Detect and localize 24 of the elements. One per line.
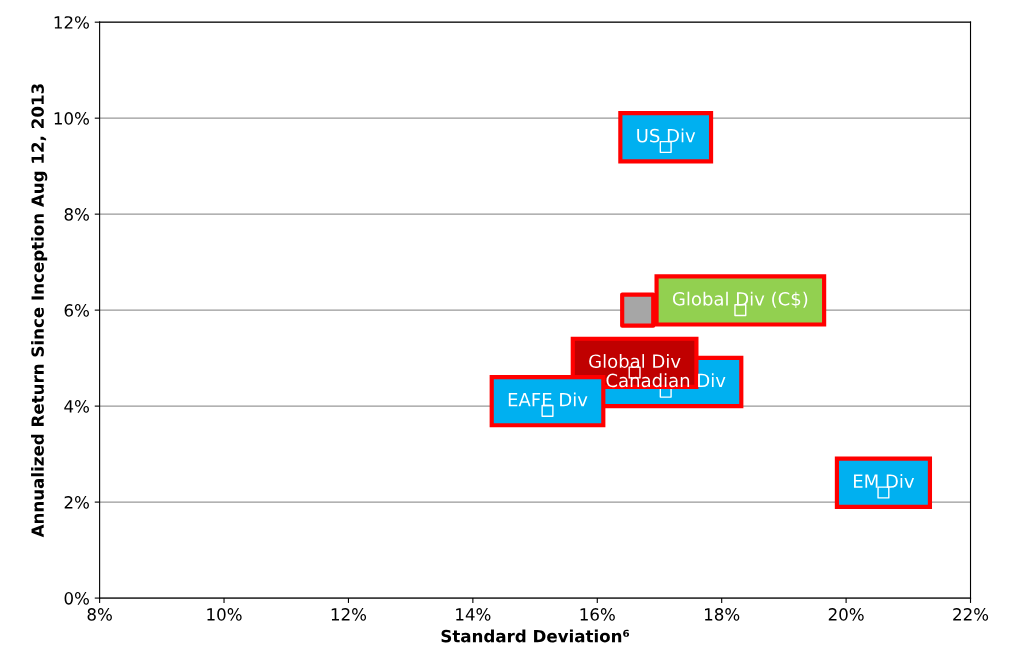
y-axis-title: Annualized Return Since Inception Aug 12, 2013 bbox=[31, 84, 48, 538]
x-tick-label: 16% bbox=[580, 608, 615, 621]
series-label: Canadian Div bbox=[606, 373, 726, 388]
series-label: EAFE Div bbox=[508, 392, 588, 407]
y-tick-label: 6% bbox=[64, 304, 89, 317]
y-tick-label: 0% bbox=[64, 592, 89, 605]
series-label: US Div bbox=[637, 128, 696, 143]
x-tick-label: 10% bbox=[207, 608, 242, 621]
series-label: Global Div bbox=[589, 354, 681, 369]
y-tick-label: 10% bbox=[54, 112, 89, 125]
point bbox=[620, 292, 656, 328]
x-tick-label: 8% bbox=[87, 608, 112, 621]
x-tick-label: 12% bbox=[331, 608, 367, 621]
x-tick-label: 14% bbox=[456, 608, 491, 621]
x-tick-label: 18% bbox=[705, 608, 740, 621]
y-tick-label: 2% bbox=[64, 496, 89, 509]
x-tick-label: 22% bbox=[953, 608, 989, 621]
y-tick-label: 8% bbox=[64, 208, 89, 221]
point bbox=[877, 486, 890, 499]
x-tick-label: 20% bbox=[828, 608, 864, 621]
x-axis-title: Standard Deviation⁶ bbox=[441, 629, 630, 643]
series-label: EM Div bbox=[854, 474, 915, 488]
y-tick-label: 12% bbox=[54, 16, 89, 29]
y-tick-label: 4% bbox=[64, 400, 89, 413]
